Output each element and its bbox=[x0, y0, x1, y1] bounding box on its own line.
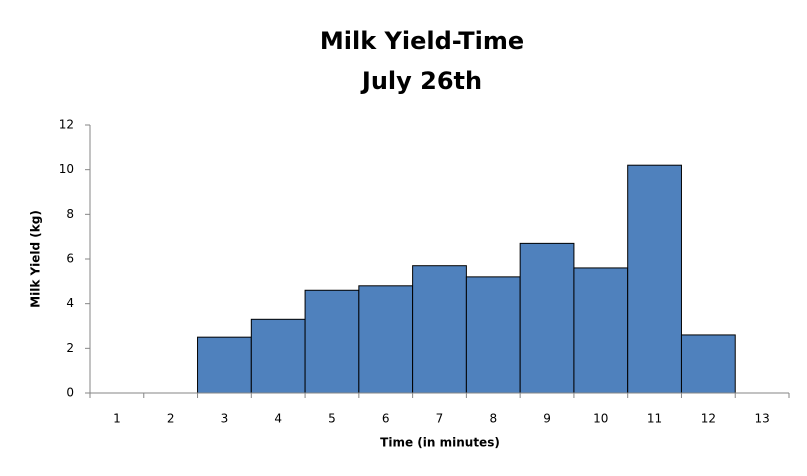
y-axis-title: Milk Yield (kg) bbox=[29, 210, 43, 308]
x-tick-label: 8 bbox=[489, 412, 497, 426]
x-tick-label: 9 bbox=[543, 412, 551, 426]
bar bbox=[573, 267, 629, 394]
bar bbox=[304, 289, 360, 394]
x-tick-label: 6 bbox=[382, 412, 390, 426]
x-axis-title: Time (in minutes) bbox=[380, 436, 500, 450]
bar bbox=[627, 164, 682, 394]
bar bbox=[519, 242, 575, 394]
x-tick-label: 2 bbox=[167, 412, 175, 426]
bar bbox=[680, 334, 736, 394]
x-tick-label: 3 bbox=[221, 412, 229, 426]
y-tick-label: 0 bbox=[66, 386, 74, 400]
x-tick-label: 5 bbox=[328, 412, 336, 426]
x-tick-label: 13 bbox=[754, 412, 769, 426]
x-tick-label: 1 bbox=[113, 412, 121, 426]
x-tick-label: 7 bbox=[436, 412, 444, 426]
x-tick-label: 11 bbox=[647, 412, 662, 426]
x-tick-label: 10 bbox=[593, 412, 608, 426]
x-tick-label: 12 bbox=[701, 412, 716, 426]
bar bbox=[412, 265, 467, 394]
chart-subtitle: July 26th bbox=[360, 67, 482, 95]
x-tick-label: 4 bbox=[274, 412, 282, 426]
chart-title: Milk Yield-Time bbox=[320, 27, 524, 55]
y-tick-label: 12 bbox=[59, 118, 74, 132]
y-tick-label: 6 bbox=[66, 252, 74, 266]
y-tick-label: 4 bbox=[66, 296, 74, 310]
y-tick-label: 10 bbox=[59, 162, 74, 176]
y-tick-label: 2 bbox=[66, 341, 74, 355]
bar bbox=[197, 336, 252, 394]
bar bbox=[465, 276, 521, 394]
y-tick-label: 8 bbox=[66, 207, 74, 221]
bar bbox=[358, 285, 414, 394]
bar bbox=[250, 318, 306, 394]
